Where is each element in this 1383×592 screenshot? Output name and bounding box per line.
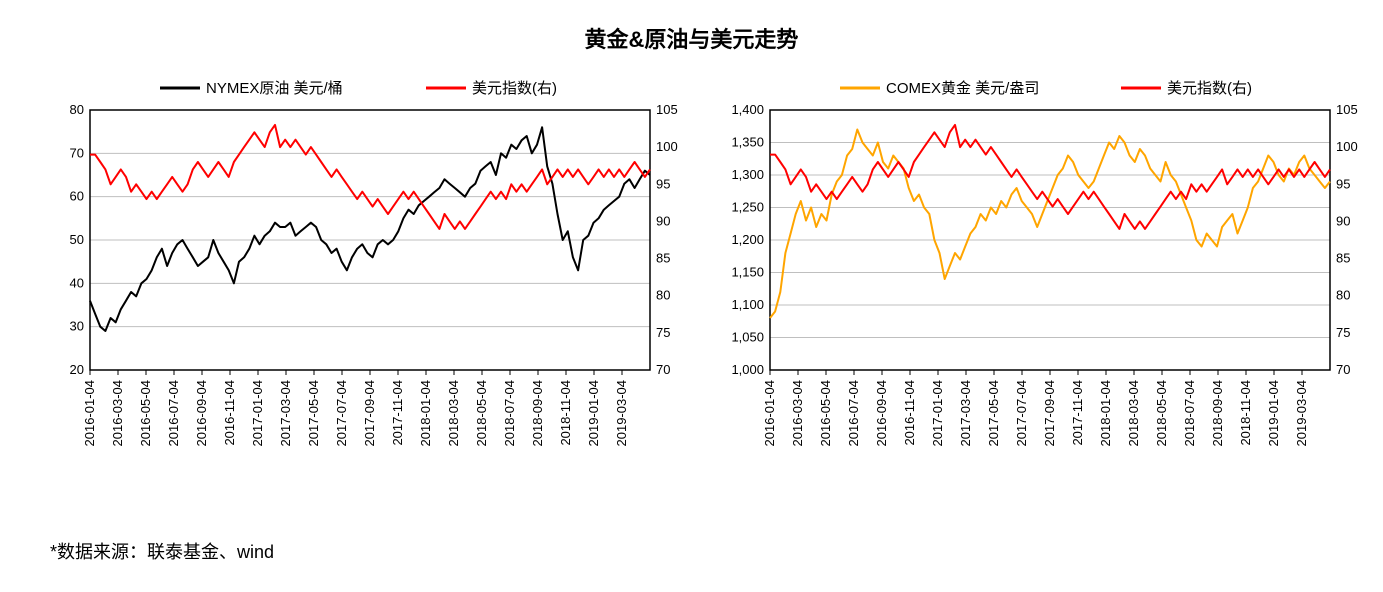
- svg-text:1,100: 1,100: [731, 297, 764, 312]
- svg-text:2018-11-04: 2018-11-04: [1238, 380, 1253, 446]
- svg-text:100: 100: [656, 139, 678, 154]
- svg-text:2018-09-04: 2018-09-04: [530, 380, 545, 447]
- svg-text:2019-01-04: 2019-01-04: [1266, 380, 1281, 447]
- left-chart-svg: NYMEX原油 美元/桶 美元指数(右) 20 30 40 50 60 70 80 70 75 80 8…: [50, 70, 690, 500]
- svg-text:1,200: 1,200: [731, 232, 764, 247]
- svg-text:2018-07-04: 2018-07-04: [1182, 380, 1197, 447]
- charts-row: NYMEX原油 美元/桶 美元指数(右) 20 30 40 50 60 70 80 70 75 80 8…: [50, 70, 1333, 500]
- svg-text:1,150: 1,150: [731, 265, 764, 280]
- svg-text:2017-03-04: 2017-03-04: [958, 380, 973, 447]
- svg-text:2018-07-04: 2018-07-04: [502, 380, 517, 447]
- page-root: 黄金&原油与美元走势 NYMEX原油 美元/桶 美元指数(右) 20 30 40 50 60…: [0, 0, 1383, 592]
- svg-text:2018-03-04: 2018-03-04: [446, 380, 461, 447]
- svg-text:2016-11-04: 2016-11-04: [222, 380, 237, 446]
- svg-text:75: 75: [1336, 325, 1350, 340]
- svg-text:90: 90: [656, 213, 670, 228]
- svg-text:2016-03-04: 2016-03-04: [790, 380, 805, 447]
- right-chart-svg: COMEX黄金 美元/盎司 美元指数(右) 1,000 1,050 1,100 1,150…: [730, 70, 1370, 500]
- svg-text:1,000: 1,000: [731, 362, 764, 377]
- svg-text:2017-03-04: 2017-03-04: [278, 380, 293, 447]
- svg-text:90: 90: [1336, 213, 1350, 228]
- svg-text:80: 80: [1336, 288, 1350, 303]
- svg-text:2017-09-04: 2017-09-04: [362, 380, 377, 447]
- svg-text:2018-01-04: 2018-01-04: [418, 380, 433, 447]
- right-chart: COMEX黄金 美元/盎司 美元指数(右) 1,000 1,050 1,100 1,150…: [730, 70, 1370, 500]
- svg-text:95: 95: [1336, 176, 1350, 191]
- svg-text:2016-01-04: 2016-01-04: [82, 380, 97, 447]
- svg-text:1,300: 1,300: [731, 167, 764, 182]
- svg-text:2017-01-04: 2017-01-04: [930, 380, 945, 447]
- svg-text:100: 100: [1336, 139, 1358, 154]
- svg-text:70: 70: [1336, 362, 1350, 377]
- svg-text:2017-01-04: 2017-01-04: [250, 380, 265, 447]
- svg-text:2018-11-04: 2018-11-04: [558, 380, 573, 446]
- svg-text:105: 105: [656, 102, 678, 117]
- svg-text:2017-07-04: 2017-07-04: [334, 380, 349, 447]
- svg-text:85: 85: [656, 251, 670, 266]
- svg-text:2017-05-04: 2017-05-04: [986, 380, 1001, 447]
- svg-text:2016-03-04: 2016-03-04: [110, 380, 125, 447]
- svg-text:1,350: 1,350: [731, 135, 764, 150]
- svg-text:NYMEX原油 美元/桶: NYMEX原油 美元/桶: [206, 80, 343, 97]
- svg-text:60: 60: [70, 189, 84, 204]
- svg-text:2017-05-04: 2017-05-04: [306, 380, 321, 447]
- svg-text:85: 85: [1336, 251, 1350, 266]
- svg-text:2019-03-04: 2019-03-04: [1294, 380, 1309, 447]
- svg-text:20: 20: [70, 362, 84, 377]
- svg-text:70: 70: [656, 362, 670, 377]
- svg-text:2016-07-04: 2016-07-04: [846, 380, 861, 447]
- svg-text:2017-07-04: 2017-07-04: [1014, 380, 1029, 447]
- svg-text:2016-05-04: 2016-05-04: [818, 380, 833, 447]
- svg-text:2019-03-04: 2019-03-04: [614, 380, 629, 447]
- svg-text:50: 50: [70, 232, 84, 247]
- svg-text:2016-05-04: 2016-05-04: [138, 380, 153, 447]
- svg-text:2018-01-04: 2018-01-04: [1098, 380, 1113, 447]
- svg-text:2017-11-04: 2017-11-04: [1070, 380, 1085, 446]
- svg-text:105: 105: [1336, 102, 1358, 117]
- svg-text:2016-07-04: 2016-07-04: [166, 380, 181, 447]
- svg-text:2018-05-04: 2018-05-04: [474, 380, 489, 447]
- svg-text:2016-09-04: 2016-09-04: [194, 380, 209, 447]
- svg-text:COMEX黄金 美元/盎司: COMEX黄金 美元/盎司: [886, 80, 1039, 97]
- svg-text:1,400: 1,400: [731, 102, 764, 117]
- svg-text:美元指数(右): 美元指数(右): [472, 80, 557, 97]
- svg-text:80: 80: [656, 288, 670, 303]
- svg-text:80: 80: [70, 102, 84, 117]
- svg-text:美元指数(右): 美元指数(右): [1167, 80, 1252, 97]
- source-note: *数据来源：联泰基金、wind: [50, 538, 274, 564]
- svg-text:40: 40: [70, 275, 84, 290]
- svg-text:2016-09-04: 2016-09-04: [874, 380, 889, 447]
- svg-text:2016-11-04: 2016-11-04: [902, 380, 917, 446]
- svg-text:2017-09-04: 2017-09-04: [1042, 380, 1057, 447]
- svg-text:2016-01-04: 2016-01-04: [762, 380, 777, 447]
- svg-text:95: 95: [656, 176, 670, 191]
- svg-text:1,050: 1,050: [731, 330, 764, 345]
- svg-text:2018-05-04: 2018-05-04: [1154, 380, 1169, 447]
- svg-text:2017-11-04: 2017-11-04: [390, 380, 405, 446]
- svg-text:75: 75: [656, 325, 670, 340]
- svg-text:70: 70: [70, 145, 84, 160]
- svg-text:2018-09-04: 2018-09-04: [1210, 380, 1225, 447]
- svg-text:30: 30: [70, 319, 84, 334]
- svg-text:2019-01-04: 2019-01-04: [586, 380, 601, 447]
- svg-text:1,250: 1,250: [731, 200, 764, 215]
- svg-text:2018-03-04: 2018-03-04: [1126, 380, 1141, 447]
- left-chart: NYMEX原油 美元/桶 美元指数(右) 20 30 40 50 60 70 80 70 75 80 8…: [50, 70, 690, 500]
- chart-title: 黄金&原油与美元走势: [0, 22, 1383, 54]
